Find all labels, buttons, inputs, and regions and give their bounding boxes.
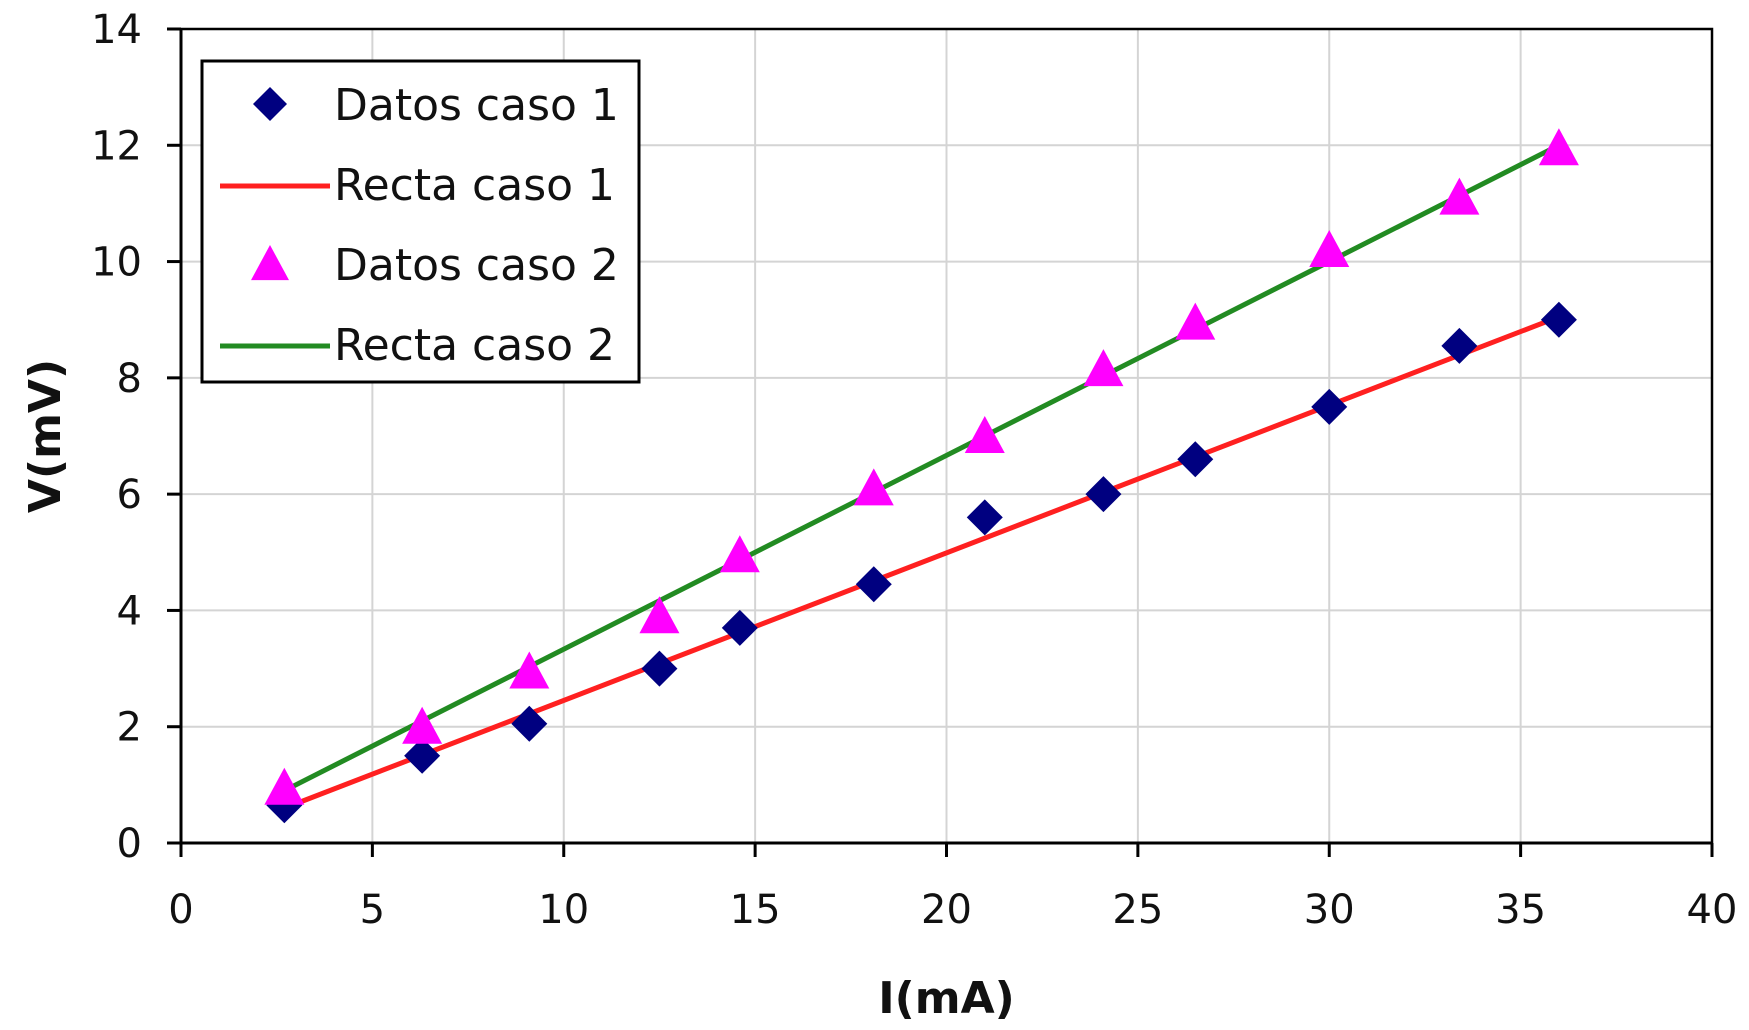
data-point-series-1	[966, 499, 1003, 536]
y-tick-label: 14	[91, 7, 142, 53]
data-point-series-1	[855, 566, 892, 603]
x-tick-label: 10	[538, 887, 589, 933]
data-point-series-1	[721, 609, 758, 646]
x-tick-label: 25	[1112, 887, 1163, 933]
y-tick-label: 12	[91, 123, 142, 169]
data-point-series-3	[1175, 302, 1216, 340]
y-tick-label: 4	[117, 588, 142, 634]
data-point-series-1	[1085, 476, 1122, 513]
data-point-series-3	[639, 596, 680, 634]
data-point-series-1	[1441, 327, 1478, 364]
data-point-series-1	[641, 650, 678, 687]
x-tick-label: 20	[921, 887, 972, 933]
data-point-series-3	[1309, 229, 1350, 267]
x-tick-label: 40	[1687, 887, 1738, 933]
legend-swatch-diamond	[253, 87, 287, 121]
y-tick-label: 10	[91, 240, 142, 286]
x-tick-label: 5	[360, 887, 385, 933]
x-axis-title: I(mA)	[878, 973, 1015, 1024]
data-point-series-3	[1538, 128, 1579, 166]
data-point-series-1	[511, 705, 548, 742]
data-point-series-1	[1540, 301, 1577, 338]
y-tick-label: 6	[117, 472, 142, 518]
y-tick-label: 0	[117, 821, 142, 867]
legend-label: Recta caso 2	[334, 320, 615, 371]
data-point-series-3	[509, 651, 550, 689]
axes: 0 5 10 15 20 25 30 35 40 0 2 4 6 8 10 12 14	[91, 7, 1737, 933]
data-point-series-3	[1083, 349, 1124, 387]
y-tick-label: 8	[117, 356, 142, 402]
legend: Datos caso 1 Recta caso 1 Datos caso 2 Rect…	[200, 59, 641, 384]
legend-label: Recta caso 1	[334, 160, 615, 211]
y-axis-title: V(mV)	[20, 359, 71, 513]
data-point-series-3	[853, 468, 894, 506]
data-point-series-3	[1439, 177, 1480, 215]
fit-line-series-2	[283, 314, 1560, 811]
data-point-series-3	[402, 706, 443, 744]
x-tick-label: 15	[730, 887, 781, 933]
data-point-series-1	[1177, 441, 1214, 478]
data-point-series-1	[404, 737, 441, 774]
series-layer	[264, 128, 1579, 824]
y-tick-label: 2	[117, 705, 142, 751]
data-point-series-3	[964, 416, 1005, 453]
legend-label: Datos caso 1	[334, 80, 619, 131]
legend-label: Datos caso 2	[334, 240, 619, 291]
data-point-series-3	[264, 767, 305, 805]
x-tick-label: 0	[168, 887, 193, 933]
fit-line-series-4	[283, 143, 1561, 793]
x-tick-label: 30	[1304, 887, 1355, 933]
data-point-series-3	[719, 535, 760, 573]
gridlines	[181, 29, 1712, 843]
x-tick-label: 35	[1495, 887, 1546, 933]
data-point-series-1	[1311, 388, 1348, 425]
legend-swatch-triangle	[251, 245, 289, 281]
